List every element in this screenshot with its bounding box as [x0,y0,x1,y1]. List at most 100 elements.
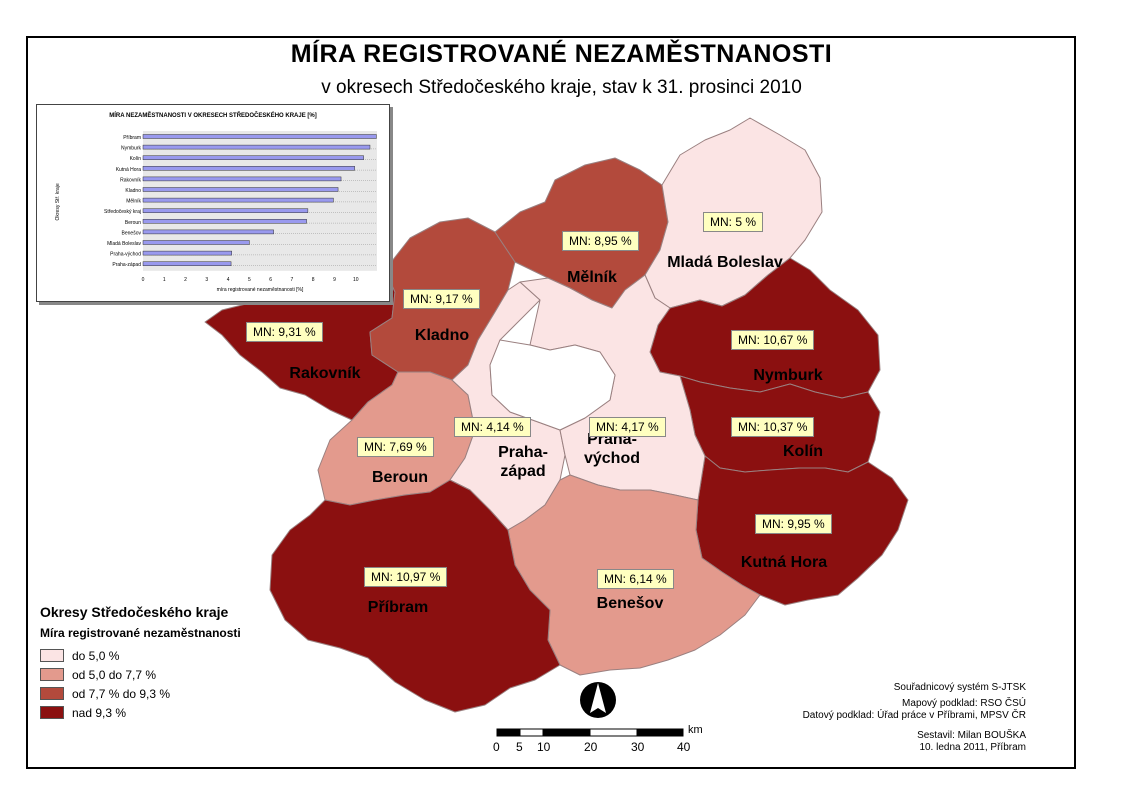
rate-label: MN: 4,17 % [589,417,666,437]
credit-author: Sestavil: Milan BOUŠKA [917,730,1026,741]
legend-item: od 7,7 % do 9,3 % [40,684,300,703]
legend-swatch [40,687,64,700]
district-name-label: východ [584,450,640,467]
inset-category-label: Mělník [126,199,141,205]
inset-tick-label: 3 [205,277,208,283]
inset-category-label: Praha-východ [110,252,141,258]
legend-item: od 5,0 do 7,7 % [40,665,300,684]
legend-item: nad 9,3 % [40,703,300,722]
inset-bar [142,250,232,256]
map-subtitle: v okresech Středočeského kraje, stav k 3… [321,77,802,98]
inset-category-label: Rakovník [120,177,141,183]
credit-date: 10. ledna 2011, Příbram [919,742,1026,753]
rate-label: MN: 8,95 % [562,231,639,251]
inset-tick-label: 10 [353,277,359,283]
inset-tick-label: 4 [227,277,230,283]
inset-y-axis-label: Okresy Stř. kraje [55,183,61,220]
inset-bar [142,144,371,150]
map-title: MÍRA REGISTROVANÉ NEZAMĚSTNANOSTI [290,40,833,68]
inset-x-axis-label: míra registrované nezaměstnanosti [%] [217,287,304,293]
inset-bar [142,229,274,235]
inset-category-label: Beroun [125,220,141,226]
inset-category-label: Praha-západ [112,262,141,268]
scale-tick: 5 [516,740,523,754]
district-name-label: Kladno [415,327,469,344]
inset-tick-label: 8 [312,277,315,283]
inset-bar [142,208,309,213]
legend-item-label: od 7,7 % do 9,3 % [72,686,171,701]
legend-title: Okresy Středočeského kraje [40,604,229,620]
scale-bar [496,728,684,737]
inset-category-label: Kutná Hora [116,167,142,173]
inset-category-label: Benešov [122,230,142,236]
district-name-label: Beroun [372,469,428,486]
credit-coord-system: Souřadnicový systém S-JTSK [893,682,1026,693]
inset-tick-label: 5 [248,277,251,283]
inset-category-label: Nymburk [121,146,142,152]
district-name-label: Kutná Hora [741,554,827,571]
rate-label: MN: 10,37 % [731,417,815,437]
north-arrow-icon [580,682,616,718]
rate-label: MN: 7,69 % [357,437,434,457]
rate-label: MN: 6,14 % [597,569,674,589]
rate-label: MN: 10,67 % [731,330,815,350]
scale-tick: 30 [631,740,645,754]
legend-swatch [40,706,64,719]
legend-item-label: nad 9,3 % [72,705,127,720]
praha-city-area [489,339,616,431]
district-name-label: Rakovník [289,365,360,382]
legend-swatch [40,649,64,662]
scale-tick: 20 [584,740,598,754]
inset-bar [142,240,250,245]
inset-category-label: Mladá Boleslav [107,241,141,247]
scale-tick: 40 [677,740,691,754]
inset-tick-label: 0 [142,277,145,283]
legend-item-label: od 5,0 do 7,7 % [72,667,157,682]
inset-category-label: Kladno [125,188,141,194]
legend-item-label: do 5,0 % [72,648,120,663]
inset-tick-label: 2 [184,277,187,283]
credit-data-source: Datový podklad: Úřad práce v Příbrami, M… [802,710,1026,721]
inset-chart-title: MÍRA NEZAMĚSTNANOSTI V OKRESECH STŘEDOČE… [109,113,317,119]
district-name-label: Příbram [368,599,428,616]
inset-category-label: Příbram [123,135,141,141]
rate-label: MN: 5 % [703,212,764,232]
inset-bar [142,187,339,192]
legend: Okresy Středočeského kraje Míra registro… [40,604,300,722]
inset-bar [142,155,364,160]
district-pribram [269,479,561,713]
scale-unit: km [688,724,703,736]
district-name-label: Praha- [498,444,548,461]
inset-tick-label: 1 [163,277,166,283]
inset-bar [142,261,232,266]
rate-label: MN: 4,14 % [454,417,531,437]
inset-bar [142,134,377,139]
credit-map-source: Mapový podklad: RSO ČSÚ [902,698,1026,709]
district-name-label: západ [500,463,545,480]
map-frame [26,36,1076,769]
scale-tick: 10 [537,740,551,754]
inset-category-label: Kolín [130,156,142,162]
legend-swatch [40,668,64,681]
rate-label: MN: 9,17 % [403,289,480,309]
inset-bar [142,197,334,203]
inset-category-label: Středočeský kraj [104,209,141,215]
district-name-label: Benešov [597,595,664,612]
district-name-label: Kolín [783,443,823,460]
district-name-label: Mladá Boleslav [667,254,783,271]
inset-bar-chart: MÍRA NEZAMĚSTNANOSTI V OKRESECH STŘEDOČE… [36,104,390,302]
district-name-label: Nymburk [753,367,822,384]
rate-label: MN: 9,95 % [755,514,832,534]
inset-tick-label: 7 [291,277,294,283]
legend-item: do 5,0 % [40,646,300,665]
inset-bar [142,176,342,182]
scale-tick: 0 [493,740,500,754]
inset-bar [142,219,307,224]
inset-tick-label: 9 [333,277,336,283]
inset-tick-label: 6 [269,277,272,283]
inset-bar [142,166,355,171]
legend-subtitle: Míra registrované nezaměstnanosti [40,626,241,640]
district-name-label: Mělník [567,269,617,286]
rate-label: MN: 10,97 % [364,567,448,587]
rate-label: MN: 9,31 % [246,322,323,342]
